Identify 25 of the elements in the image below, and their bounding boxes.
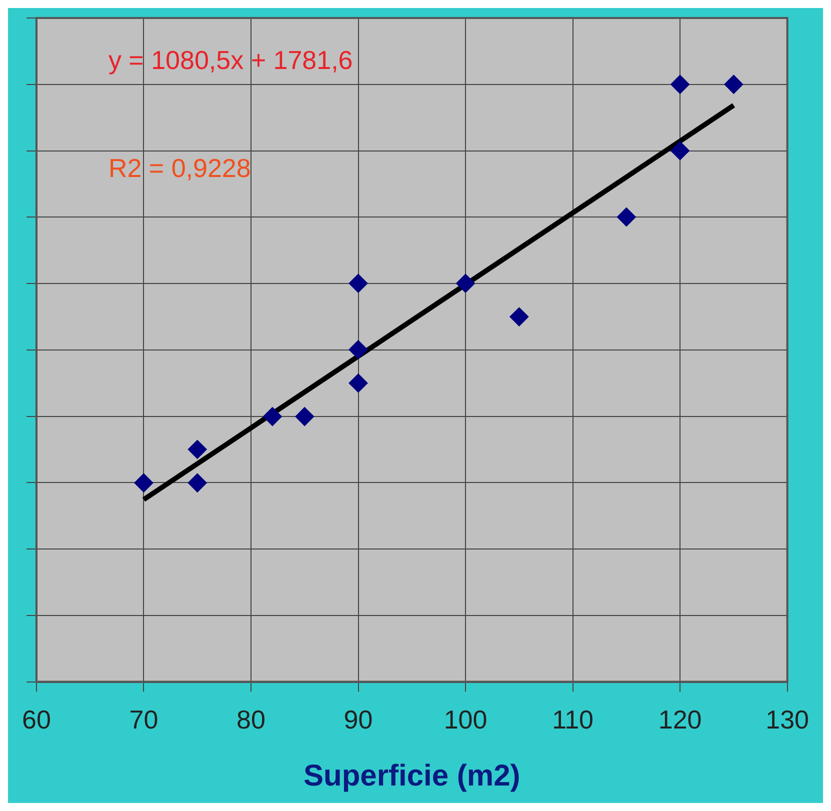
x-axis-title: Superficie (m2): [304, 759, 520, 792]
x-tick-label: 60: [22, 704, 51, 735]
point: [456, 274, 476, 293]
x-tick-label: 120: [658, 704, 702, 735]
point: [348, 274, 368, 293]
x-tick-label: 100: [444, 704, 488, 735]
text: y = 1080,5x + 1781,6: [108, 45, 353, 76]
point: [724, 74, 744, 94]
point: [670, 141, 690, 160]
x-tick-label: 80: [236, 704, 266, 735]
point: [670, 74, 690, 94]
point: [188, 440, 207, 459]
point: [348, 340, 368, 360]
point: [616, 208, 636, 227]
point: [134, 473, 154, 492]
point: [262, 407, 282, 426]
point: [295, 407, 314, 426]
x-tick-label: 90: [344, 704, 373, 735]
annotation: R2 = 0,9228: [108, 153, 251, 184]
x-tick-label: 110: [552, 704, 594, 735]
point: [348, 374, 368, 393]
point: [510, 307, 529, 326]
x-tick-label: 70: [129, 704, 158, 735]
x-tick-label: 130: [766, 704, 810, 735]
point: [188, 473, 207, 492]
